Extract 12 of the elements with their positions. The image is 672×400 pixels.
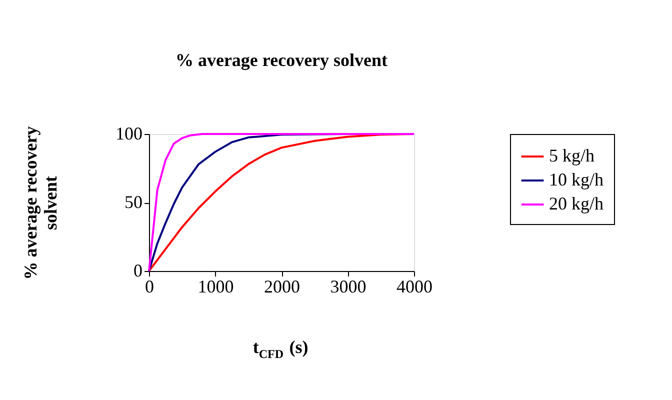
y-tick-label: 50 bbox=[124, 192, 142, 212]
x-tick-label: 4000 bbox=[396, 276, 432, 296]
legend-label: 20 kg/h bbox=[549, 194, 604, 214]
y-axis-title: % average recovery solvent bbox=[20, 126, 60, 280]
x-tick-label: 3000 bbox=[330, 276, 366, 296]
x-tick-label: 2000 bbox=[264, 276, 300, 296]
chart-title: % average recovery solvent bbox=[175, 50, 388, 70]
y-tick-label: 0 bbox=[134, 260, 142, 280]
y-tick-label: 100 bbox=[116, 124, 142, 144]
legend-label: 5 kg/h bbox=[549, 146, 595, 166]
x-tick-label: 1000 bbox=[198, 276, 234, 296]
legend-label: 10 kg/h bbox=[549, 170, 604, 190]
